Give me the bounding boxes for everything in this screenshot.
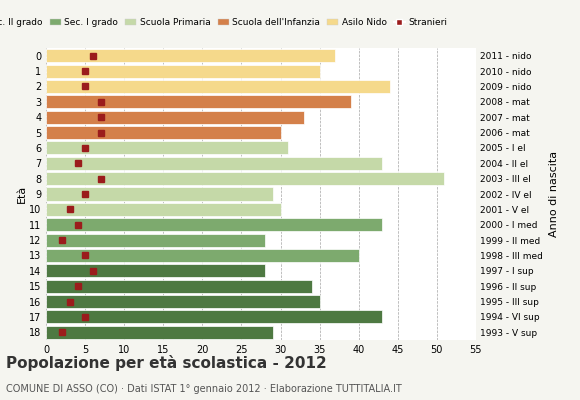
Bar bbox=[46, 280, 311, 293]
Bar bbox=[46, 80, 390, 93]
Text: Popolazione per età scolastica - 2012: Popolazione per età scolastica - 2012 bbox=[6, 355, 327, 371]
Bar bbox=[46, 188, 273, 200]
Bar bbox=[46, 95, 351, 108]
Bar bbox=[46, 172, 444, 185]
Bar bbox=[46, 249, 358, 262]
Legend: Sec. II grado, Sec. I grado, Scuola Primaria, Scuola dell'Infanzia, Asilo Nido, : Sec. II grado, Sec. I grado, Scuola Prim… bbox=[0, 14, 451, 31]
Bar bbox=[46, 218, 382, 231]
Bar bbox=[46, 234, 265, 247]
Bar bbox=[46, 141, 288, 154]
Y-axis label: Età: Età bbox=[16, 185, 26, 203]
Bar bbox=[46, 295, 320, 308]
Bar bbox=[46, 111, 304, 124]
Bar bbox=[46, 264, 265, 277]
Bar bbox=[46, 49, 335, 62]
Bar bbox=[46, 310, 382, 324]
Bar bbox=[46, 126, 281, 139]
Text: COMUNE DI ASSO (CO) · Dati ISTAT 1° gennaio 2012 · Elaborazione TUTTITALIA.IT: COMUNE DI ASSO (CO) · Dati ISTAT 1° genn… bbox=[6, 384, 401, 394]
Bar bbox=[46, 326, 273, 339]
Bar bbox=[46, 157, 382, 170]
Bar bbox=[46, 203, 281, 216]
Y-axis label: Anno di nascita: Anno di nascita bbox=[549, 151, 559, 237]
Bar bbox=[46, 64, 320, 78]
